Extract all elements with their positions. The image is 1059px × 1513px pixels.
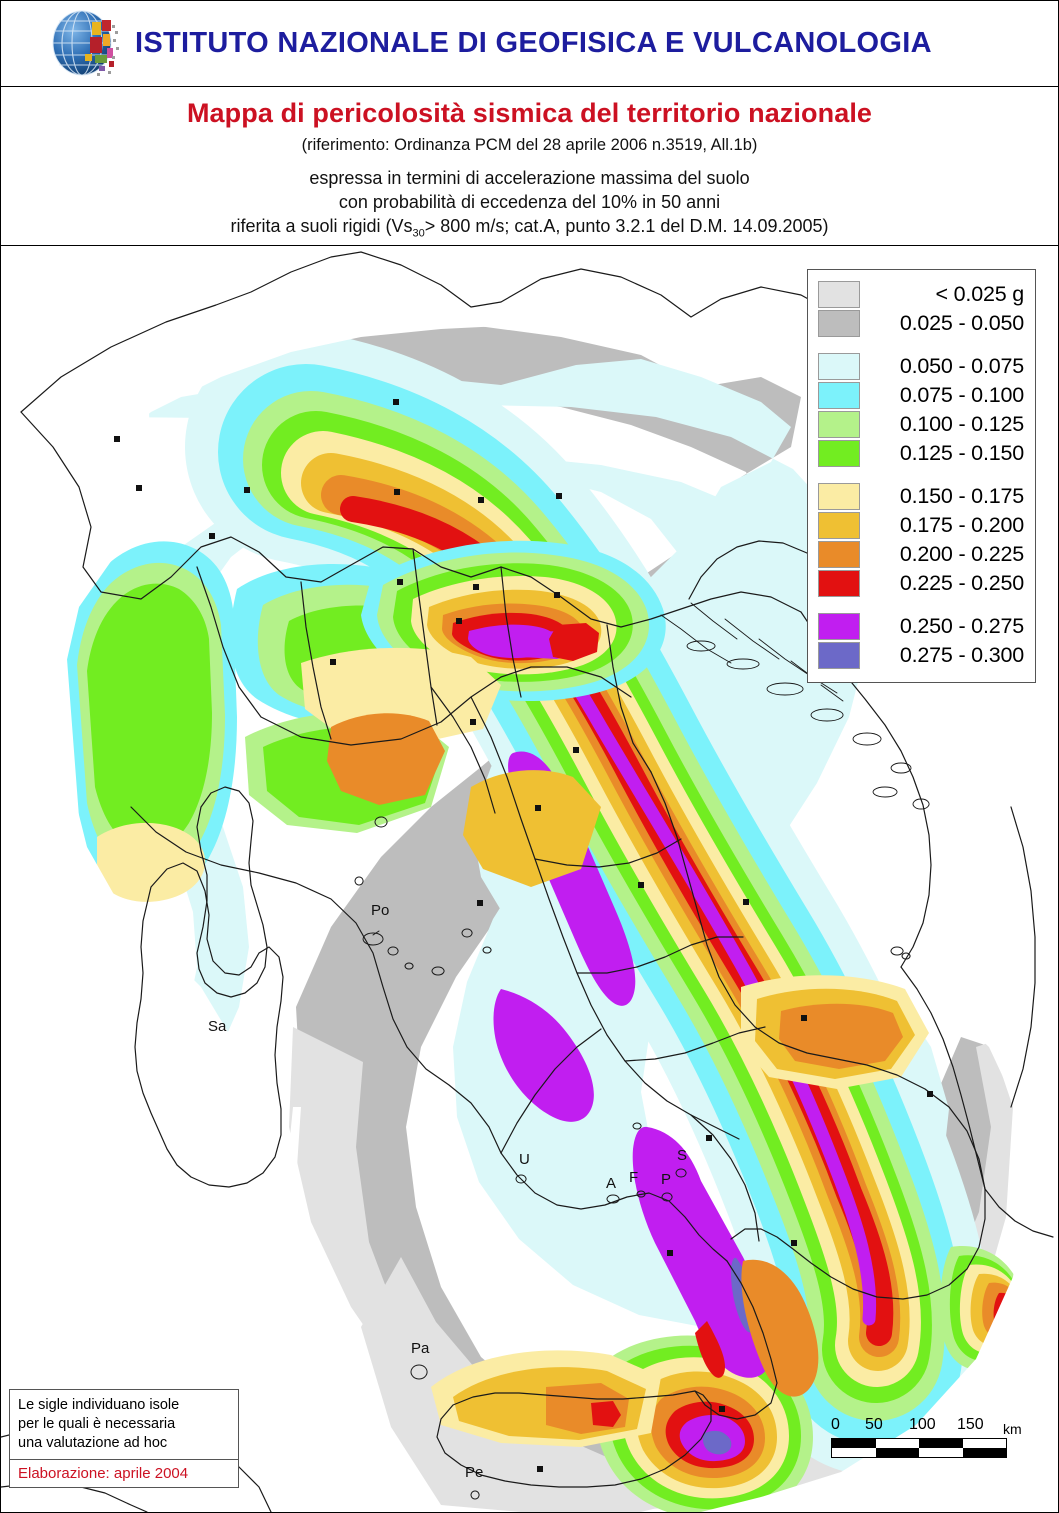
scale-tick-150: 150 bbox=[957, 1416, 984, 1433]
legend-swatch-2 bbox=[818, 353, 860, 380]
legend-swatch-5 bbox=[818, 440, 860, 467]
title-subline-1: espressa in termini di accelerazione mas… bbox=[309, 168, 750, 188]
dalmatian-islands bbox=[660, 602, 930, 810]
hazard-legend[interactable]: < 0.025 g 0.025 - 0.050 0.050 - 0.075 0.… bbox=[807, 269, 1036, 683]
title-subline-3: riferita a suoli rigidi (Vs30> 800 m/s; … bbox=[1, 216, 1058, 240]
legend-swatch-1 bbox=[818, 310, 860, 337]
legend-item-5: 0.125 - 0.150 bbox=[818, 439, 1027, 468]
legend-swatch-6 bbox=[818, 483, 860, 510]
legend-item-0: < 0.025 g bbox=[818, 280, 1027, 309]
legend-label-0: < 0.025 g bbox=[935, 282, 1025, 306]
island-label-pe: Pe bbox=[465, 1464, 483, 1481]
island-label-u: U bbox=[519, 1151, 530, 1168]
title-reference: (riferimento: Ordinanza PCM del 28 april… bbox=[301, 136, 758, 154]
elaboration-date: Elaborazione: aprile 2004 bbox=[18, 1465, 189, 1483]
island-label-s: S bbox=[677, 1147, 687, 1164]
map-scale-bar: 0 50 100 150 km bbox=[831, 1416, 1031, 1458]
legend-group-gap-1 bbox=[818, 338, 1027, 352]
coastlines-and-borders bbox=[1, 251, 1054, 1512]
legend-swatch-11 bbox=[818, 642, 860, 669]
page-title: Mappa di pericolosità sismica del territ… bbox=[186, 98, 873, 128]
band-lt-0025-south bbox=[361, 1257, 701, 1512]
island-label-pa: Pa bbox=[411, 1340, 430, 1357]
vs30-subscript: 30 bbox=[412, 227, 425, 240]
institute-header: ISTITUTO NAZIONALE DI GEOFISICA E VULCAN… bbox=[1, 1, 1058, 87]
island-note-box: Le sigle individuano isole per le quali … bbox=[9, 1389, 239, 1489]
island-label-a: A bbox=[606, 1175, 616, 1192]
legend-label-3: 0.075 - 0.100 bbox=[899, 383, 1024, 407]
legend-swatch-9 bbox=[818, 570, 860, 597]
legend-swatch-3 bbox=[818, 382, 860, 409]
island-label-sa: Sa bbox=[208, 1018, 227, 1035]
legend-group-gap-3 bbox=[818, 598, 1027, 612]
legend-label-5: 0.125 - 0.150 bbox=[899, 441, 1024, 465]
scale-tick-0: 0 bbox=[831, 1416, 840, 1433]
city-markers bbox=[114, 399, 933, 1472]
legend-label-1: 0.025 - 0.050 bbox=[899, 311, 1024, 335]
hazard-contour-bands bbox=[67, 325, 1027, 1512]
island-note-text: Le sigle individuano isole per le quali … bbox=[10, 1390, 238, 1461]
map-title-block: Mappa di pericolosità sismica del territ… bbox=[1, 87, 1058, 246]
legend-swatch-0 bbox=[818, 281, 860, 308]
island-label-p: P bbox=[661, 1171, 671, 1188]
title-subline-2: con probabilità di eccedenza del 10% in … bbox=[338, 192, 721, 212]
hazard-map-svg: Sa Po U A F P S Pa Pe bbox=[1, 247, 1058, 1512]
small-islands bbox=[354, 816, 911, 1500]
island-label-f: F bbox=[629, 1169, 638, 1186]
legend-item-3: 0.075 - 0.100 bbox=[818, 381, 1027, 410]
puglia-bands bbox=[741, 975, 929, 1089]
legend-swatch-4 bbox=[818, 411, 860, 438]
legend-item-8: 0.200 - 0.225 bbox=[818, 540, 1027, 569]
title-subline-3-b: > 800 m/s; cat.A, punto 3.2.1 del D.M. 1… bbox=[424, 216, 829, 236]
legend-label-11: 0.275 - 0.300 bbox=[899, 643, 1024, 667]
legend-label-10: 0.250 - 0.275 bbox=[899, 614, 1024, 638]
legend-item-9: 0.225 - 0.250 bbox=[818, 569, 1027, 598]
island-label-po: Po bbox=[371, 902, 389, 919]
legend-swatch-8 bbox=[818, 541, 860, 568]
island-code-labels: Sa Po U A F P S Pa Pe bbox=[208, 902, 687, 1481]
legend-item-10: 0.250 - 0.275 bbox=[818, 612, 1027, 641]
marche-bands bbox=[327, 713, 601, 887]
scale-unit-label: km bbox=[1003, 1421, 1022, 1437]
scale-bar-row-bottom bbox=[832, 1448, 1006, 1457]
legend-label-7: 0.175 - 0.200 bbox=[899, 513, 1024, 537]
band-0025-0050 bbox=[296, 325, 996, 1487]
legend-label-8: 0.200 - 0.225 bbox=[899, 542, 1024, 566]
sardinia-outline bbox=[134, 862, 284, 1188]
corsica-outline bbox=[196, 786, 268, 998]
band-lt-0025 bbox=[289, 1027, 1013, 1509]
calabria-bands bbox=[741, 1259, 819, 1397]
legend-label-6: 0.150 - 0.175 bbox=[899, 484, 1024, 508]
legend-item-1: 0.025 - 0.050 bbox=[818, 309, 1027, 338]
legend-item-7: 0.175 - 0.200 bbox=[818, 511, 1027, 540]
legend-item-2: 0.050 - 0.075 bbox=[818, 352, 1027, 381]
legend-swatch-7 bbox=[818, 512, 860, 539]
scale-tick-100: 100 bbox=[909, 1416, 936, 1433]
legend-label-9: 0.225 - 0.250 bbox=[899, 571, 1024, 595]
ingv-globe-logo-icon bbox=[49, 7, 121, 81]
legend-label-2: 0.050 - 0.075 bbox=[899, 354, 1024, 378]
scale-tick-labels: 0 50 100 150 km bbox=[831, 1416, 1031, 1438]
island-note-line-2: per le quali è necessaria bbox=[18, 1416, 176, 1433]
legend-item-6: 0.150 - 0.175 bbox=[818, 482, 1027, 511]
legend-item-11: 0.275 - 0.300 bbox=[818, 641, 1027, 670]
island-note-line-3: una valutazione ad hoc bbox=[18, 1435, 168, 1452]
institute-name: ISTITUTO NAZIONALE DI GEOFISICA E VULCAN… bbox=[135, 27, 932, 59]
island-note-line-1: Le sigle individuano isole bbox=[18, 1397, 180, 1413]
legend-swatch-10 bbox=[818, 613, 860, 640]
legend-label-4: 0.100 - 0.125 bbox=[899, 412, 1024, 436]
nw-liguria-yellow bbox=[97, 822, 206, 902]
scale-bar-graphic bbox=[831, 1438, 1007, 1458]
scale-tick-50: 50 bbox=[865, 1416, 883, 1433]
hazard-map-canvas[interactable]: Sa Po U A F P S Pa Pe bbox=[1, 247, 1058, 1512]
legend-item-4: 0.100 - 0.125 bbox=[818, 410, 1027, 439]
nw-band-green bbox=[87, 583, 212, 852]
legend-group-gap-2 bbox=[818, 468, 1027, 482]
scale-bar-row-top bbox=[832, 1439, 1006, 1448]
title-subline-3-a: riferita a suoli rigidi (Vs bbox=[230, 216, 413, 236]
sicily-west-bands bbox=[431, 1350, 661, 1447]
